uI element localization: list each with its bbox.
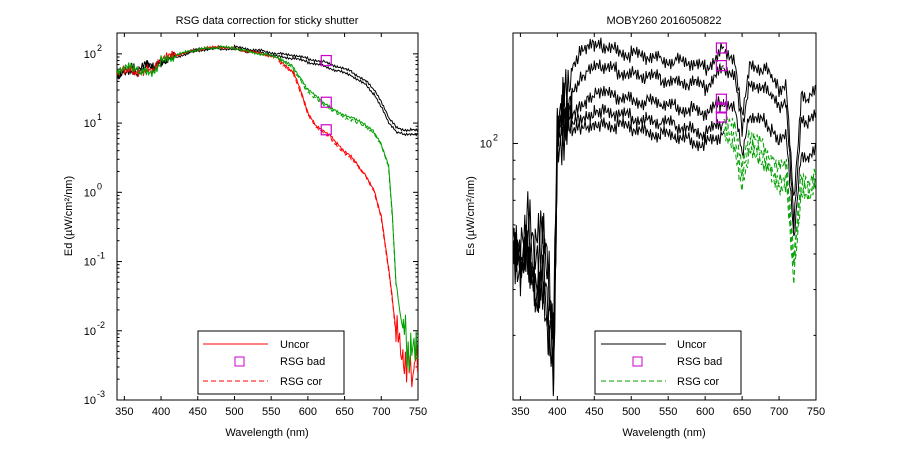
es-legend-label-rsg-bad: RSG bad [677,356,722,368]
ed-x-tick-label: 350 [115,406,133,418]
ed-ticks: 350 400 450 500 550 600 650 700 75010210110010-1… [84,33,427,418]
ed-y-axis-label: Ed (µW/cm²/nm) [63,176,75,256]
ed-rsg-bad-marker [320,124,332,136]
ed-y-tick-exponent: 1 [97,112,102,122]
es-x-tick-label: 500 [622,406,640,418]
es-series-line [723,66,816,229]
es-chart: 350 400 450 500 550 600 650 700 750 102 MOBY260 2… [465,15,825,439]
es-series-line [513,37,725,353]
ed-x-tick-label: 600 [299,406,317,418]
ed-y-tick-label: 10 [84,395,96,407]
es-y-tick-label: 10 [480,138,492,150]
ed-x-tick-label: 400 [152,406,170,418]
es-x-tick-label: 700 [770,406,788,418]
ed-legend-box [197,330,345,395]
es-ticks: 350 400 450 500 550 600 650 700 750 102 [480,33,825,418]
ed-x-tick-label: 500 [225,406,243,418]
ed-series [117,44,418,388]
es-series [513,37,816,397]
ed-y-tick-label: 10 [84,326,96,338]
ed-legend-label-uncor: Uncor [280,339,310,351]
ed-chart-title: RSG data correction for sticky shutter [176,15,359,27]
ed-legend-swatch-rsg-bad [234,356,245,367]
ed-x-tick-label: 650 [335,406,353,418]
ed-series-line [117,44,418,372]
es-rsg-bad-marker [715,60,728,72]
es-x-axis-label: Wavelength (nm) [622,427,705,439]
es-legend-swatch-rsg-bad [632,356,643,367]
es-x-tick-label: 400 [548,406,566,418]
ed-series-line [278,58,397,286]
ed-legend-label-rsg-cor: RSG cor [280,376,323,388]
ed-y-tick-label: 10 [84,187,96,199]
ed-y-tick-label: 10 [84,49,96,61]
es-series-line [513,85,725,384]
ed-legend-label-rsg-bad: RSG bad [280,356,325,368]
es-x-tick-label: 450 [585,406,603,418]
ed-chart: 350 400 450 500 550 600 650 700 75010210110010-1… [63,15,427,439]
es-rsg-bad-marker [715,42,728,54]
ed-series-line [278,60,397,334]
es-series-line [723,49,816,196]
ed-y-tick-label: 10 [84,257,96,269]
es-x-tick-label: 350 [511,406,529,418]
ed-y-tick-exponent: -1 [97,251,105,261]
es-rsg-bad-marker [715,111,728,123]
ed-series-line [117,45,418,388]
ed-legend: Uncor RSG bad RSG cor [197,330,345,395]
ed-markers [320,54,332,136]
ed-x-tick-label: 750 [409,406,427,418]
es-series-line [513,59,724,340]
es-x-tick-label: 650 [733,406,751,418]
es-x-tick-label: 600 [696,406,714,418]
es-rsg-bad-marker [715,102,728,114]
es-series-line [723,115,816,266]
ed-rsg-bad-marker [320,96,332,108]
ed-y-tick-exponent: -2 [97,320,105,330]
ed-x-tick-label: 700 [372,406,390,418]
ed-x-tick-label: 450 [189,406,207,418]
es-legend: Uncor RSG bad RSG cor [594,330,742,395]
ed-x-axis-label: Wavelength (nm) [225,427,308,439]
ed-y-tick-label: 10 [84,118,96,130]
es-x-tick-label: 750 [807,406,825,418]
es-chart-title: MOBY260 2016050822 [607,15,722,27]
ed-rsg-bad-marker [320,54,332,67]
es-markers [715,42,728,123]
ed-y-tick-exponent: -3 [97,389,105,399]
ed-x-tick-label: 550 [262,406,280,418]
ed-y-tick-exponent: 0 [97,181,102,191]
es-legend-label-uncor: Uncor [677,339,707,351]
es-series-line [513,107,725,397]
es-rsg-bad-marker [715,93,728,105]
es-y-axis-label: Es (µW/cm²/nm) [465,176,477,256]
es-x-tick-label: 550 [659,406,677,418]
es-series-line [723,132,816,285]
es-legend-box [594,330,742,395]
es-legend-label-rsg-cor: RSG cor [677,376,720,388]
es-series-line [723,100,816,237]
es-y-tick-exponent: 2 [493,132,498,142]
ed-y-tick-exponent: 2 [97,43,102,53]
